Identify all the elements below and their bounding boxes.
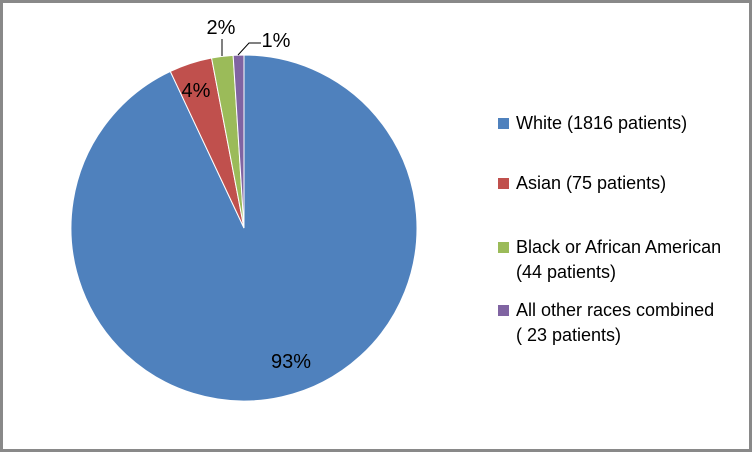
legend-swatch-asian	[498, 178, 509, 189]
percent-label-white: 93%	[271, 351, 311, 373]
label-leader-line-all-other-races-combined	[237, 42, 261, 56]
legend-item-black-or-african-american: Black or African American (44 patients)	[496, 235, 749, 285]
percent-label-black-or-african-american: 2%	[207, 17, 236, 39]
legend-item-white: White (1816 patients)	[496, 111, 749, 136]
legend-label-black-or-african-american: Black or African American (44 patients)	[516, 237, 722, 282]
pie-chart-svg: 93% 4% 2% 1%	[70, 17, 418, 402]
legend-label-white: White (1816 patients)	[516, 113, 688, 133]
percent-label-asian: 4%	[182, 80, 211, 102]
legend-label-asian: Asian (75 patients)	[516, 173, 667, 193]
legend-item-asian: Asian (75 patients)	[496, 171, 749, 196]
percent-label-all-other-races-combined: 1%	[262, 30, 291, 52]
legend-item-all-other-races-combined: All other races combined ( 23 patients)	[496, 298, 749, 348]
legend-swatch-black-or-african-american	[498, 242, 509, 253]
chart-legend: White (1816 patients) Asian (75 patients…	[496, 3, 749, 449]
legend-label-all-other-races-combined: All other races combined ( 23 patients)	[516, 300, 715, 345]
legend-swatch-all-other-races-combined	[498, 305, 509, 316]
legend-swatch-white	[498, 118, 509, 129]
